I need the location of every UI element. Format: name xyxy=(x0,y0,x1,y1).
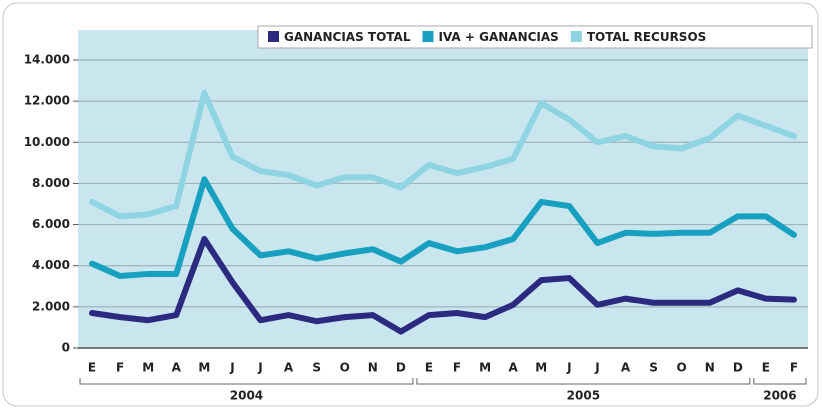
x-tick-label: S xyxy=(649,361,658,375)
x-tick-label: A xyxy=(172,361,182,375)
legend-label: GANANCIAS TOTAL xyxy=(284,30,411,44)
group-label: 2004 xyxy=(230,389,263,403)
x-tick-label: M xyxy=(198,361,210,375)
x-tick-label: M xyxy=(479,361,491,375)
x-tick-label: N xyxy=(705,361,715,375)
line-series xyxy=(89,176,797,279)
x-tick-label: A xyxy=(284,361,294,375)
x-tick-label: F xyxy=(116,361,124,375)
group-label: 2006 xyxy=(763,389,796,403)
x-tick-label: D xyxy=(396,361,406,375)
x-tick-label: J xyxy=(594,361,599,375)
legend-label: TOTAL RECURSOS xyxy=(587,30,706,44)
line-series xyxy=(89,235,797,335)
x-tick-label: N xyxy=(368,361,378,375)
x-tick-label: F xyxy=(790,361,798,375)
y-tick-label: 12.000 xyxy=(24,94,70,108)
x-tick-label: D xyxy=(733,361,743,375)
legend-box xyxy=(257,25,813,49)
x-tick-label: S xyxy=(312,361,321,375)
x-tick-label: J xyxy=(257,361,262,375)
x-tick-label: A xyxy=(509,361,519,375)
y-tick-label: 6.000 xyxy=(32,217,70,231)
legend-swatch xyxy=(570,31,582,42)
group-bracket xyxy=(753,378,807,385)
x-tick-label: J xyxy=(566,361,571,375)
line-series xyxy=(89,89,797,220)
y-tick-label: 10.000 xyxy=(24,135,70,149)
y-tick-label: 14.000 xyxy=(24,53,70,67)
y-tick-label: 4.000 xyxy=(32,258,70,272)
x-tick-label: M xyxy=(535,361,547,375)
y-tick-label: 2.000 xyxy=(32,299,70,313)
x-tick-label: M xyxy=(142,361,154,375)
y-tick-label: 0 xyxy=(62,341,70,355)
x-tick-label: O xyxy=(677,361,687,375)
x-tick-label: F xyxy=(453,361,461,375)
group-bracket xyxy=(79,378,414,385)
group-label: 2005 xyxy=(567,389,600,403)
x-tick-label: E xyxy=(88,361,96,375)
y-tick-label: 8.000 xyxy=(32,176,70,190)
x-tick-label: A xyxy=(621,361,631,375)
legend-swatch xyxy=(422,31,434,42)
legend-swatch xyxy=(268,31,279,42)
x-tick-label: E xyxy=(762,361,770,375)
group-bracket xyxy=(416,378,751,385)
x-tick-label: E xyxy=(425,361,433,375)
x-tick-label: O xyxy=(340,361,350,375)
x-tick-label: J xyxy=(229,361,234,375)
legend-label: IVA + GANANCIAS xyxy=(438,30,558,44)
